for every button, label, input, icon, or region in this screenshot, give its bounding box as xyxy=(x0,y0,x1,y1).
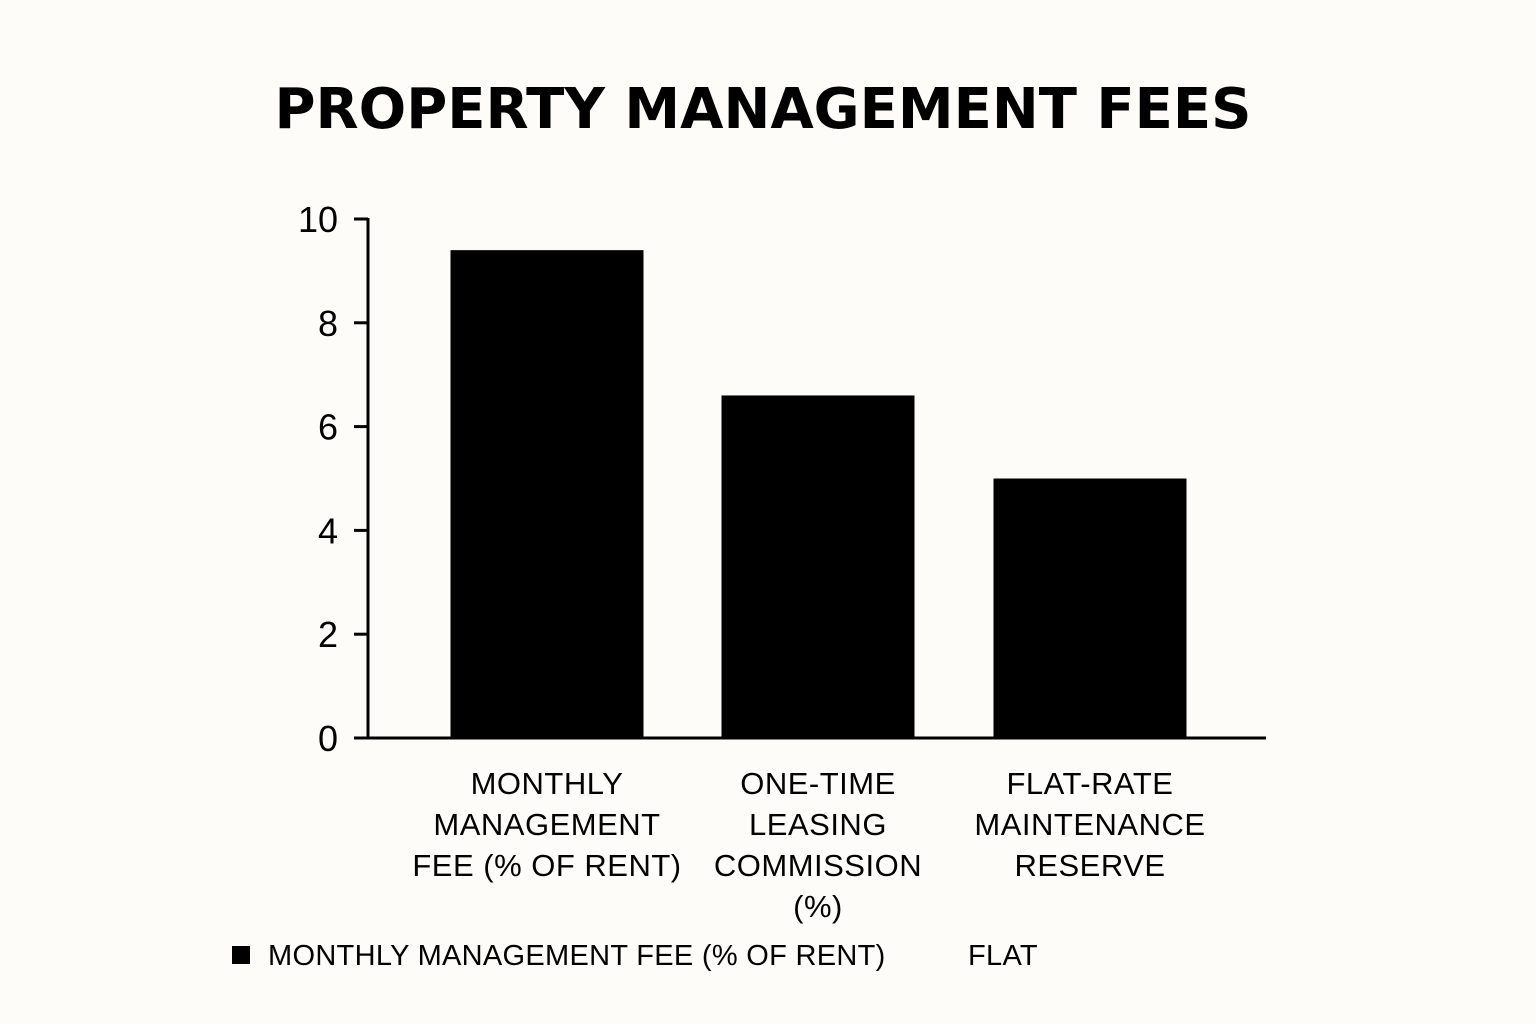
legend: MONTHLY MANAGEMENT FEE (% OF RENT) FLAT xyxy=(232,940,1038,972)
category-label: FLAT-RATE MAINTENANCE RESERVE xyxy=(974,766,1205,883)
category-label: MONTHLY MANAGEMENT FEE (% OF RENT) xyxy=(412,766,681,883)
y-tick-label: 0 xyxy=(318,718,338,759)
y-ticks-group: 0 2 4 6 8 10 xyxy=(298,199,368,759)
y-tick-label: 6 xyxy=(318,407,338,448)
axes-group xyxy=(366,218,1266,740)
legend-label: MONTHLY MANAGEMENT FEE (% OF RENT) xyxy=(268,940,886,972)
bar-3 xyxy=(993,478,1187,738)
category-label: ONE-TIME LEASING COMMISSION (%) xyxy=(714,766,922,924)
bar-1 xyxy=(450,250,644,738)
category-labels-group: MONTHLY MANAGEMENT FEE (% OF RENT) ONE-TIME… xyxy=(412,766,1205,924)
bar-2 xyxy=(721,395,915,738)
y-tick-label: 2 xyxy=(318,614,338,655)
bars-group xyxy=(450,250,1187,738)
y-tick-label: 8 xyxy=(318,303,338,344)
y-tick-label: 4 xyxy=(318,510,338,551)
chart-title: PROPERTY MANAGEMENT FEES xyxy=(274,77,1251,142)
y-tick-label: 10 xyxy=(298,199,338,240)
legend-label: FLAT xyxy=(968,940,1038,972)
legend-swatch xyxy=(232,946,250,964)
